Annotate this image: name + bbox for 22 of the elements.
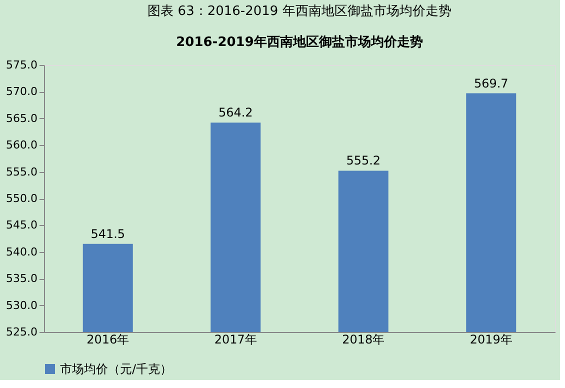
data-label: 569.7: [474, 76, 508, 90]
y-tick-label: 575.0: [6, 58, 38, 72]
chart-title: 图表 63：2016-2019 年西南地区御盐市场均价走势: [148, 4, 452, 19]
chart-subtitle: 2016-2019年西南地区御盐市场均价走势: [176, 34, 423, 50]
y-tick-label: 560.0: [6, 138, 38, 152]
y-tick-label: 555.0: [6, 165, 38, 178]
x-tick-label: 2017年: [214, 332, 257, 346]
data-label: 541.5: [90, 226, 126, 241]
data-label: 555.2: [346, 154, 381, 168]
y-tick-label: 525.0: [6, 326, 38, 338]
x-tick-label: 2018年: [342, 332, 385, 346]
y-tick-label: 570.0: [6, 85, 38, 98]
y-tick-label: 545.0: [6, 218, 38, 232]
y-tick-label: 535.0: [6, 272, 38, 286]
x-tick-label: 2016年: [86, 332, 130, 346]
y-tick-label: 550.0: [6, 192, 38, 205]
data-label: 564.2: [218, 106, 253, 120]
y-tick-label: 540.0: [6, 245, 38, 258]
x-tick-label: 2019年: [470, 332, 512, 346]
legend-label: 市场均价（元/千克）: [60, 362, 172, 376]
y-tick-label: 530.0: [6, 298, 38, 312]
y-tick-label: 565.0: [6, 112, 38, 125]
